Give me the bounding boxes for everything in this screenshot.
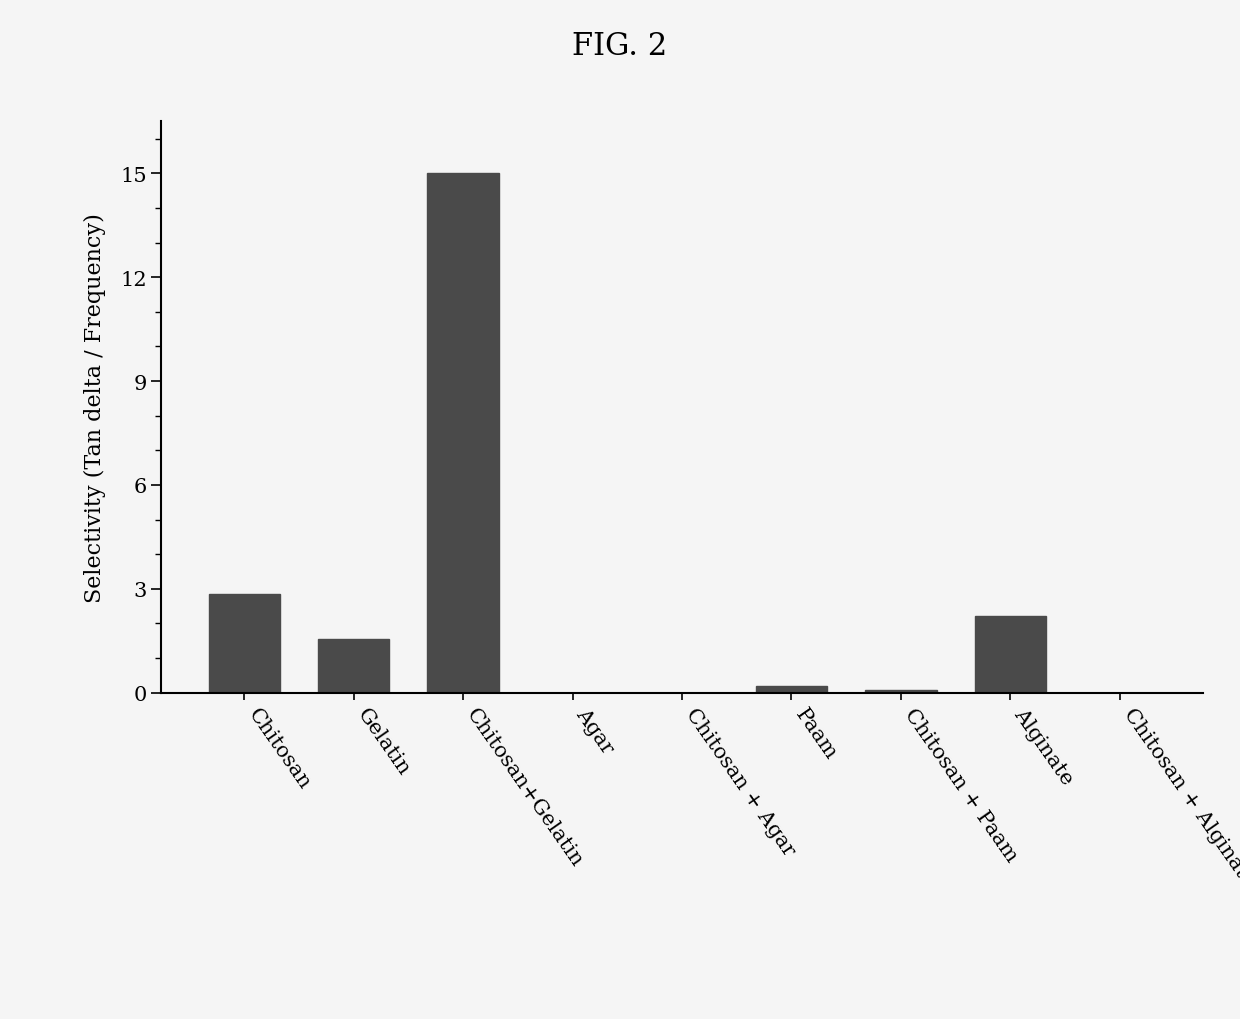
Bar — [208, 594, 280, 693]
Bar — [756, 687, 827, 693]
Bar — [317, 639, 389, 693]
Bar — [428, 174, 498, 693]
Bar — [866, 690, 936, 693]
Y-axis label: Selectivity (Tan delta / Frequency): Selectivity (Tan delta / Frequency) — [84, 213, 107, 602]
Text: FIG. 2: FIG. 2 — [573, 31, 667, 61]
Bar — [975, 616, 1047, 693]
